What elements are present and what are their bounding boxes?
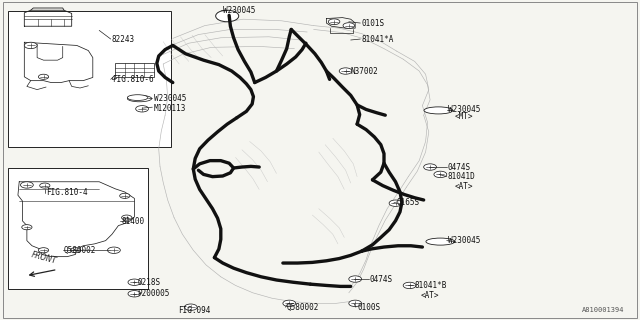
Bar: [115, 63, 154, 77]
Text: 0474S: 0474S: [370, 275, 393, 284]
Text: A810001394: A810001394: [582, 307, 624, 313]
Text: 0100S: 0100S: [357, 303, 380, 312]
Circle shape: [70, 248, 81, 253]
Text: 0101S: 0101S: [362, 19, 385, 28]
Text: 0474S: 0474S: [448, 163, 471, 172]
Circle shape: [128, 279, 141, 285]
Circle shape: [38, 74, 49, 79]
Text: 81041D: 81041D: [448, 172, 476, 181]
Circle shape: [349, 300, 362, 307]
Circle shape: [38, 248, 49, 253]
Text: <MT>: <MT>: [454, 112, 473, 121]
Text: Q580002: Q580002: [287, 303, 319, 312]
Circle shape: [216, 10, 239, 22]
Text: FIG.094: FIG.094: [178, 306, 211, 315]
Circle shape: [283, 300, 296, 307]
Circle shape: [389, 200, 402, 206]
Circle shape: [328, 19, 340, 25]
Circle shape: [403, 282, 416, 289]
Text: <AT>: <AT>: [454, 182, 473, 191]
Circle shape: [434, 171, 447, 178]
Text: FIG.810-4: FIG.810-4: [46, 188, 88, 197]
Circle shape: [120, 193, 130, 198]
Circle shape: [184, 304, 197, 310]
Circle shape: [22, 225, 32, 230]
Ellipse shape: [426, 238, 454, 245]
Circle shape: [349, 276, 362, 282]
Circle shape: [20, 182, 33, 188]
Text: <AT>: <AT>: [421, 291, 440, 300]
Circle shape: [343, 23, 355, 28]
Text: 81041*A: 81041*A: [362, 35, 394, 44]
Text: M120113: M120113: [154, 104, 186, 113]
Text: O218S: O218S: [138, 278, 161, 287]
Text: W230045: W230045: [448, 105, 481, 114]
Text: P200005: P200005: [138, 289, 170, 298]
Text: 82243: 82243: [112, 35, 135, 44]
Text: Q580002: Q580002: [64, 246, 97, 255]
Text: O165S: O165S: [397, 198, 420, 207]
Bar: [8, 168, 148, 289]
Circle shape: [128, 291, 141, 297]
Text: FRONT: FRONT: [30, 250, 57, 266]
Circle shape: [339, 68, 352, 74]
Text: W230045: W230045: [223, 6, 255, 15]
Text: W230045: W230045: [154, 94, 186, 103]
Circle shape: [24, 42, 37, 49]
Bar: [8, 11, 171, 147]
Text: FIG.810-6: FIG.810-6: [112, 75, 154, 84]
Ellipse shape: [424, 107, 453, 114]
Ellipse shape: [127, 95, 148, 100]
Text: N37002: N37002: [351, 67, 378, 76]
Circle shape: [424, 164, 436, 170]
Circle shape: [40, 183, 50, 188]
Circle shape: [122, 215, 132, 220]
Text: 81400: 81400: [122, 217, 145, 226]
Text: W230045: W230045: [448, 236, 481, 245]
Circle shape: [136, 106, 148, 112]
Circle shape: [108, 247, 120, 253]
Text: 81041*B: 81041*B: [415, 281, 447, 290]
Ellipse shape: [127, 95, 152, 102]
